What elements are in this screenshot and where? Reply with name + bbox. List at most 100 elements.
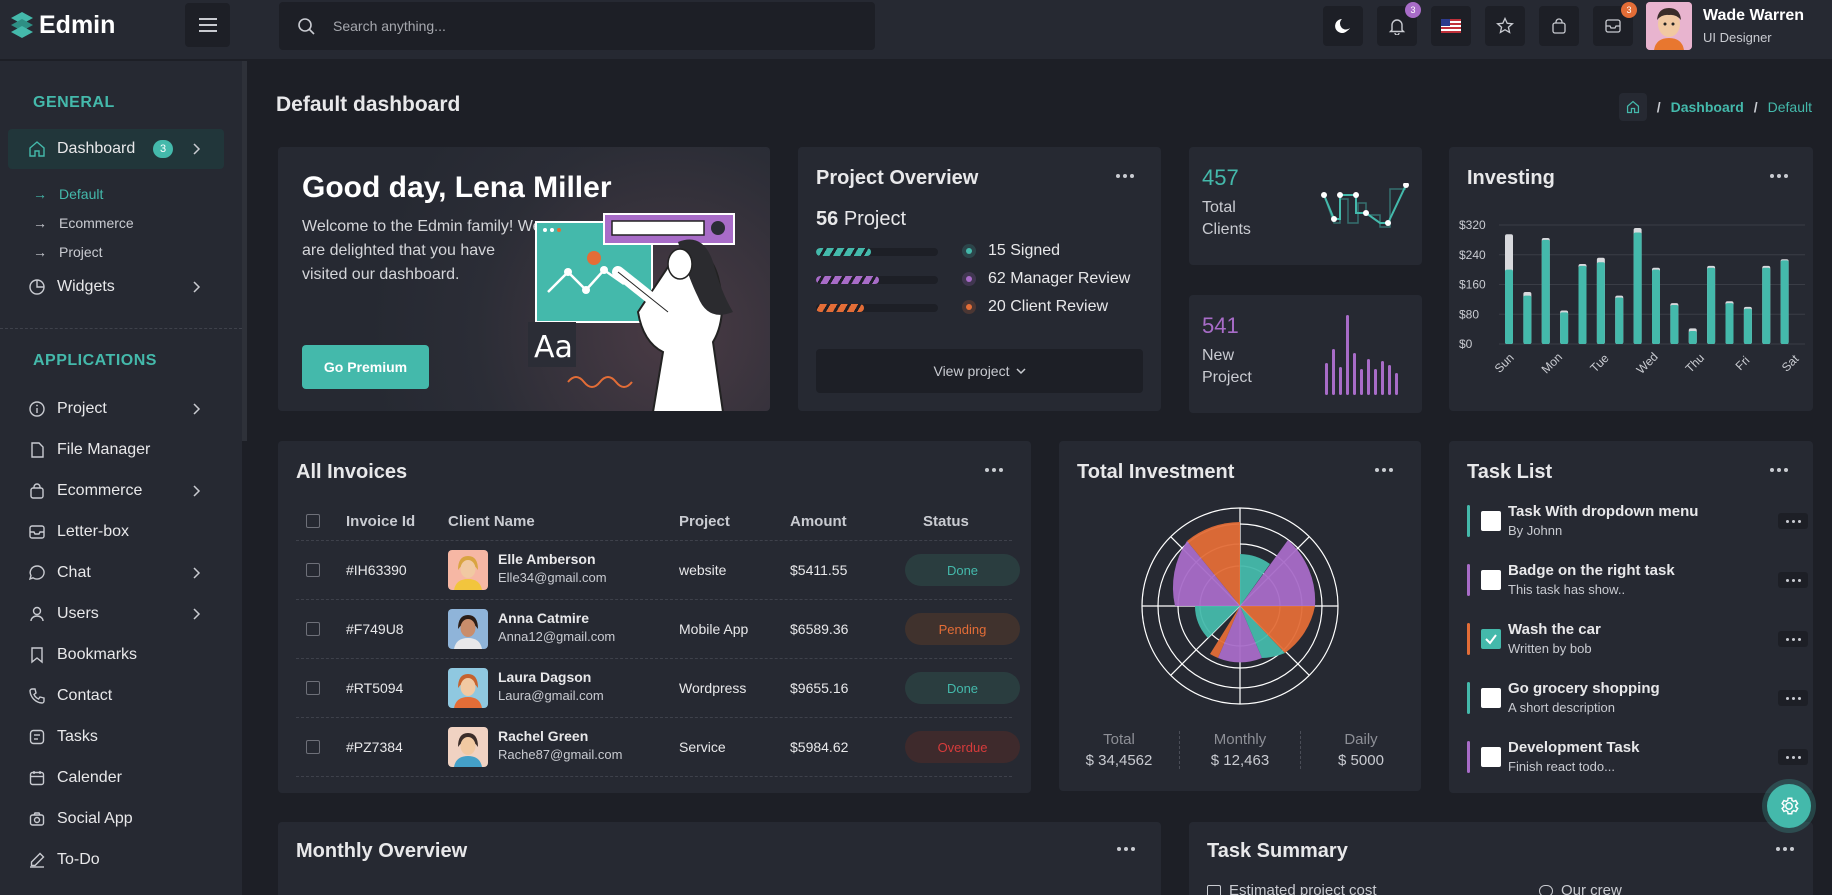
task-more-button[interactable] — [1778, 749, 1808, 765]
project-count: 56 Project — [816, 208, 907, 230]
breadcrumb-default: Default — [1767, 99, 1812, 115]
task-checkbox[interactable] — [1481, 747, 1501, 767]
table-header: Invoice Id Client Name Project Amount St… — [296, 501, 1012, 541]
y-tick-label: $320 — [1459, 218, 1486, 232]
star-icon — [1496, 17, 1514, 34]
arrow-right-icon: → — [33, 186, 47, 202]
x-tick-label: Fri — [1733, 353, 1753, 373]
task-checkbox[interactable] — [1481, 511, 1501, 531]
bar — [1725, 303, 1734, 344]
us-flag-icon — [1441, 19, 1461, 33]
more-options-button[interactable] — [1114, 842, 1138, 856]
sidebar-item-bookmarks[interactable]: Bookmarks — [8, 635, 224, 675]
task-more-button[interactable] — [1778, 572, 1808, 588]
sidebar-item-users[interactable]: Users — [8, 594, 224, 634]
card-title: Task List — [1467, 461, 1553, 483]
client-email: Anna12@gmail.com — [498, 629, 616, 644]
chat-icon — [28, 564, 46, 582]
task-more-button[interactable] — [1778, 690, 1808, 706]
sidebar-item-to-do[interactable]: To-Do — [8, 840, 224, 880]
settings-fab-button[interactable] — [1767, 784, 1811, 828]
task-color-bar — [1467, 741, 1470, 773]
sidebar-item-label: Tasks — [57, 728, 98, 745]
task-checkbox[interactable] — [1481, 570, 1501, 590]
legend-item: 20 Client Review — [962, 298, 1108, 316]
sidebar-section-general: GENERAL — [33, 94, 115, 111]
clients-mini-chart — [1321, 183, 1409, 228]
sidebar-item-label: Social App — [57, 810, 133, 827]
task-summary-card: Task Summary Estimated project cost Our … — [1189, 822, 1813, 895]
select-all-checkbox[interactable] — [306, 514, 320, 528]
bar — [1578, 265, 1587, 344]
notification-badge: 3 — [1405, 2, 1421, 18]
menu-toggle-button[interactable] — [185, 3, 230, 47]
edit-icon — [28, 851, 46, 869]
more-options-button[interactable] — [1773, 842, 1797, 856]
sidebar-sub-project[interactable]: → Project — [33, 244, 103, 260]
user-profile[interactable]: Wade Warren UI Designer — [1646, 2, 1832, 52]
tasks-icon — [28, 728, 46, 746]
more-options-button[interactable] — [1767, 463, 1791, 477]
y-tick-label: $80 — [1459, 307, 1479, 321]
task-more-button[interactable] — [1778, 631, 1808, 647]
task-more-button[interactable] — [1778, 513, 1808, 529]
view-project-button[interactable]: View project — [816, 349, 1143, 393]
table-row: #F749U8 Anna Catmire Anna12@gmail.com Mobil… — [296, 600, 1020, 659]
search-input[interactable] — [333, 2, 853, 50]
breadcrumb-dashboard[interactable]: Dashboard — [1670, 99, 1744, 115]
sidebar-item-ecommerce[interactable]: Ecommerce — [8, 471, 224, 511]
sidebar-sub-ecommerce[interactable]: → Ecommerce — [33, 215, 134, 231]
new-project-card: 541 New Project — [1189, 295, 1422, 413]
table-row: #IH63390 Elle Amberson Elle34@gmail.com web… — [296, 541, 1020, 600]
dark-mode-toggle[interactable] — [1323, 6, 1363, 46]
favorites-button[interactable] — [1485, 6, 1525, 46]
row-checkbox[interactable] — [306, 681, 320, 695]
sidebar-divider — [0, 328, 242, 329]
home-icon[interactable] — [1618, 93, 1647, 121]
sidebar-section-applications: APPLICATIONS — [33, 352, 157, 369]
sidebar-item-dashboard[interactable]: Dashboard 3 — [8, 129, 224, 169]
sidebar-item-contact[interactable]: Contact — [8, 676, 224, 716]
sidebar-item-tasks[interactable]: Tasks — [8, 717, 224, 757]
task-checkbox[interactable] — [1481, 629, 1501, 649]
sidebar-scrollbar[interactable] — [242, 61, 247, 441]
gear-icon — [1781, 797, 1799, 815]
home-icon — [28, 140, 46, 158]
sidebar-item-label: Widgets — [57, 278, 115, 295]
more-options-button[interactable] — [1113, 169, 1137, 183]
sidebar-sub-default[interactable]: → Default — [33, 186, 104, 202]
sidebar-item-social-app[interactable]: Social App — [8, 799, 224, 839]
notification-button[interactable]: 3 — [1377, 2, 1421, 46]
status-badge: Pending — [905, 613, 1020, 645]
cart-button[interactable] — [1539, 6, 1579, 46]
sidebar-item-letter-box[interactable]: Letter-box — [8, 512, 224, 552]
go-premium-button[interactable]: Go Premium — [302, 345, 429, 389]
row-checkbox[interactable] — [306, 563, 320, 577]
client-name: Laura Dagson — [498, 669, 592, 685]
row-checkbox[interactable] — [306, 740, 320, 754]
client-email: Laura@gmail.com — [498, 688, 604, 703]
chevron-down-icon — [1015, 367, 1026, 375]
sidebar-item-chat[interactable]: Chat — [8, 553, 224, 593]
task-checkbox[interactable] — [1481, 688, 1501, 708]
more-options-button[interactable] — [1767, 169, 1791, 183]
card-title: Task Summary — [1207, 840, 1348, 862]
y-tick-label: $0 — [1459, 337, 1473, 351]
row-checkbox[interactable] — [306, 622, 320, 636]
app-logo[interactable]: Edmin — [8, 10, 115, 40]
user-name: Wade Warren — [1703, 7, 1805, 24]
sidebar-item-file-manager[interactable]: File Manager — [8, 430, 224, 470]
more-options-button[interactable] — [982, 463, 1006, 477]
chevron-right-icon — [191, 566, 201, 580]
task-item: Development Task Finish react todo... — [1467, 737, 1808, 781]
status-badge: Overdue — [905, 731, 1020, 763]
sidebar-item-project[interactable]: Project — [8, 389, 224, 429]
language-button[interactable] — [1431, 6, 1471, 46]
x-tick-label: Sun — [1492, 351, 1517, 376]
avatar — [448, 668, 488, 708]
sidebar-item-calender[interactable]: Calender — [8, 758, 224, 798]
sidebar-item-widgets[interactable]: Widgets — [8, 267, 224, 307]
messages-button[interactable]: 3 — [1593, 2, 1637, 46]
more-options-button[interactable] — [1372, 463, 1396, 477]
money-icon — [1207, 884, 1221, 895]
